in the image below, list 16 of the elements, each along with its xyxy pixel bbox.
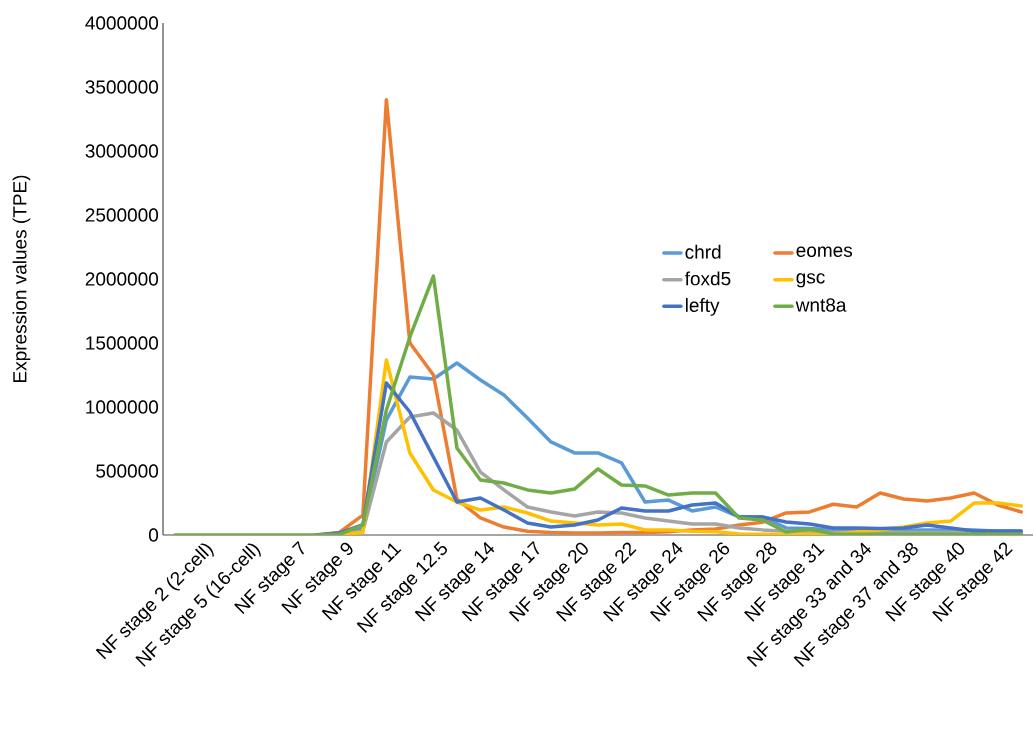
- y-tick-label: 1500000: [86, 336, 159, 350]
- legend-label: lefty: [685, 298, 720, 316]
- legend-label: eomes: [796, 246, 853, 257]
- y-tick-label: 2500000: [85, 208, 159, 222]
- y-tick-label: 1000000: [86, 400, 159, 414]
- y-axis-title: Expression values (TPE): [12, 175, 31, 382]
- y-tick-label: 3000000: [85, 144, 159, 158]
- y-tick-label: 500000: [96, 464, 159, 478]
- legend-label: chrd: [685, 244, 721, 259]
- y-tick-label: 4000000: [85, 16, 159, 30]
- legend-label: wnt8a: [795, 298, 847, 312]
- y-tick-label: 0: [148, 528, 159, 542]
- y-tick-label: 3500000: [85, 80, 159, 94]
- legend-label: gsc: [796, 273, 825, 288]
- legend-label: foxd5: [684, 271, 731, 286]
- y-tick-label: 2000000: [85, 272, 159, 286]
